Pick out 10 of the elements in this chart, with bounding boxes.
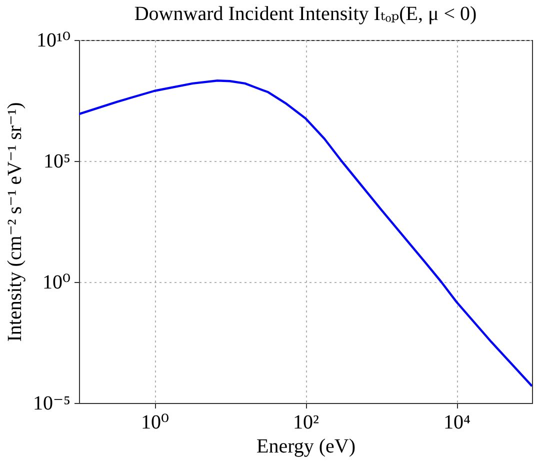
chart-title: Downward Incident Intensity Iₜₒₚ(E, μ < 0): [134, 3, 477, 25]
y-tick-label: 10⁻⁵: [32, 392, 70, 414]
y-tick-label: 10⁰: [42, 272, 70, 294]
y-tick-label: 10⁵: [44, 150, 70, 172]
x-tick-label: 10⁰: [140, 412, 170, 434]
x-tick-label: 10⁴: [444, 412, 471, 434]
x-axis-title: Energy (eV): [256, 436, 356, 458]
y-axis-title: Intensity (cm⁻² s⁻¹ eV⁻¹ sr⁻¹): [4, 102, 26, 342]
x-tick-label: 10²: [293, 412, 319, 434]
y-tick-label: 10¹⁰: [36, 30, 70, 52]
